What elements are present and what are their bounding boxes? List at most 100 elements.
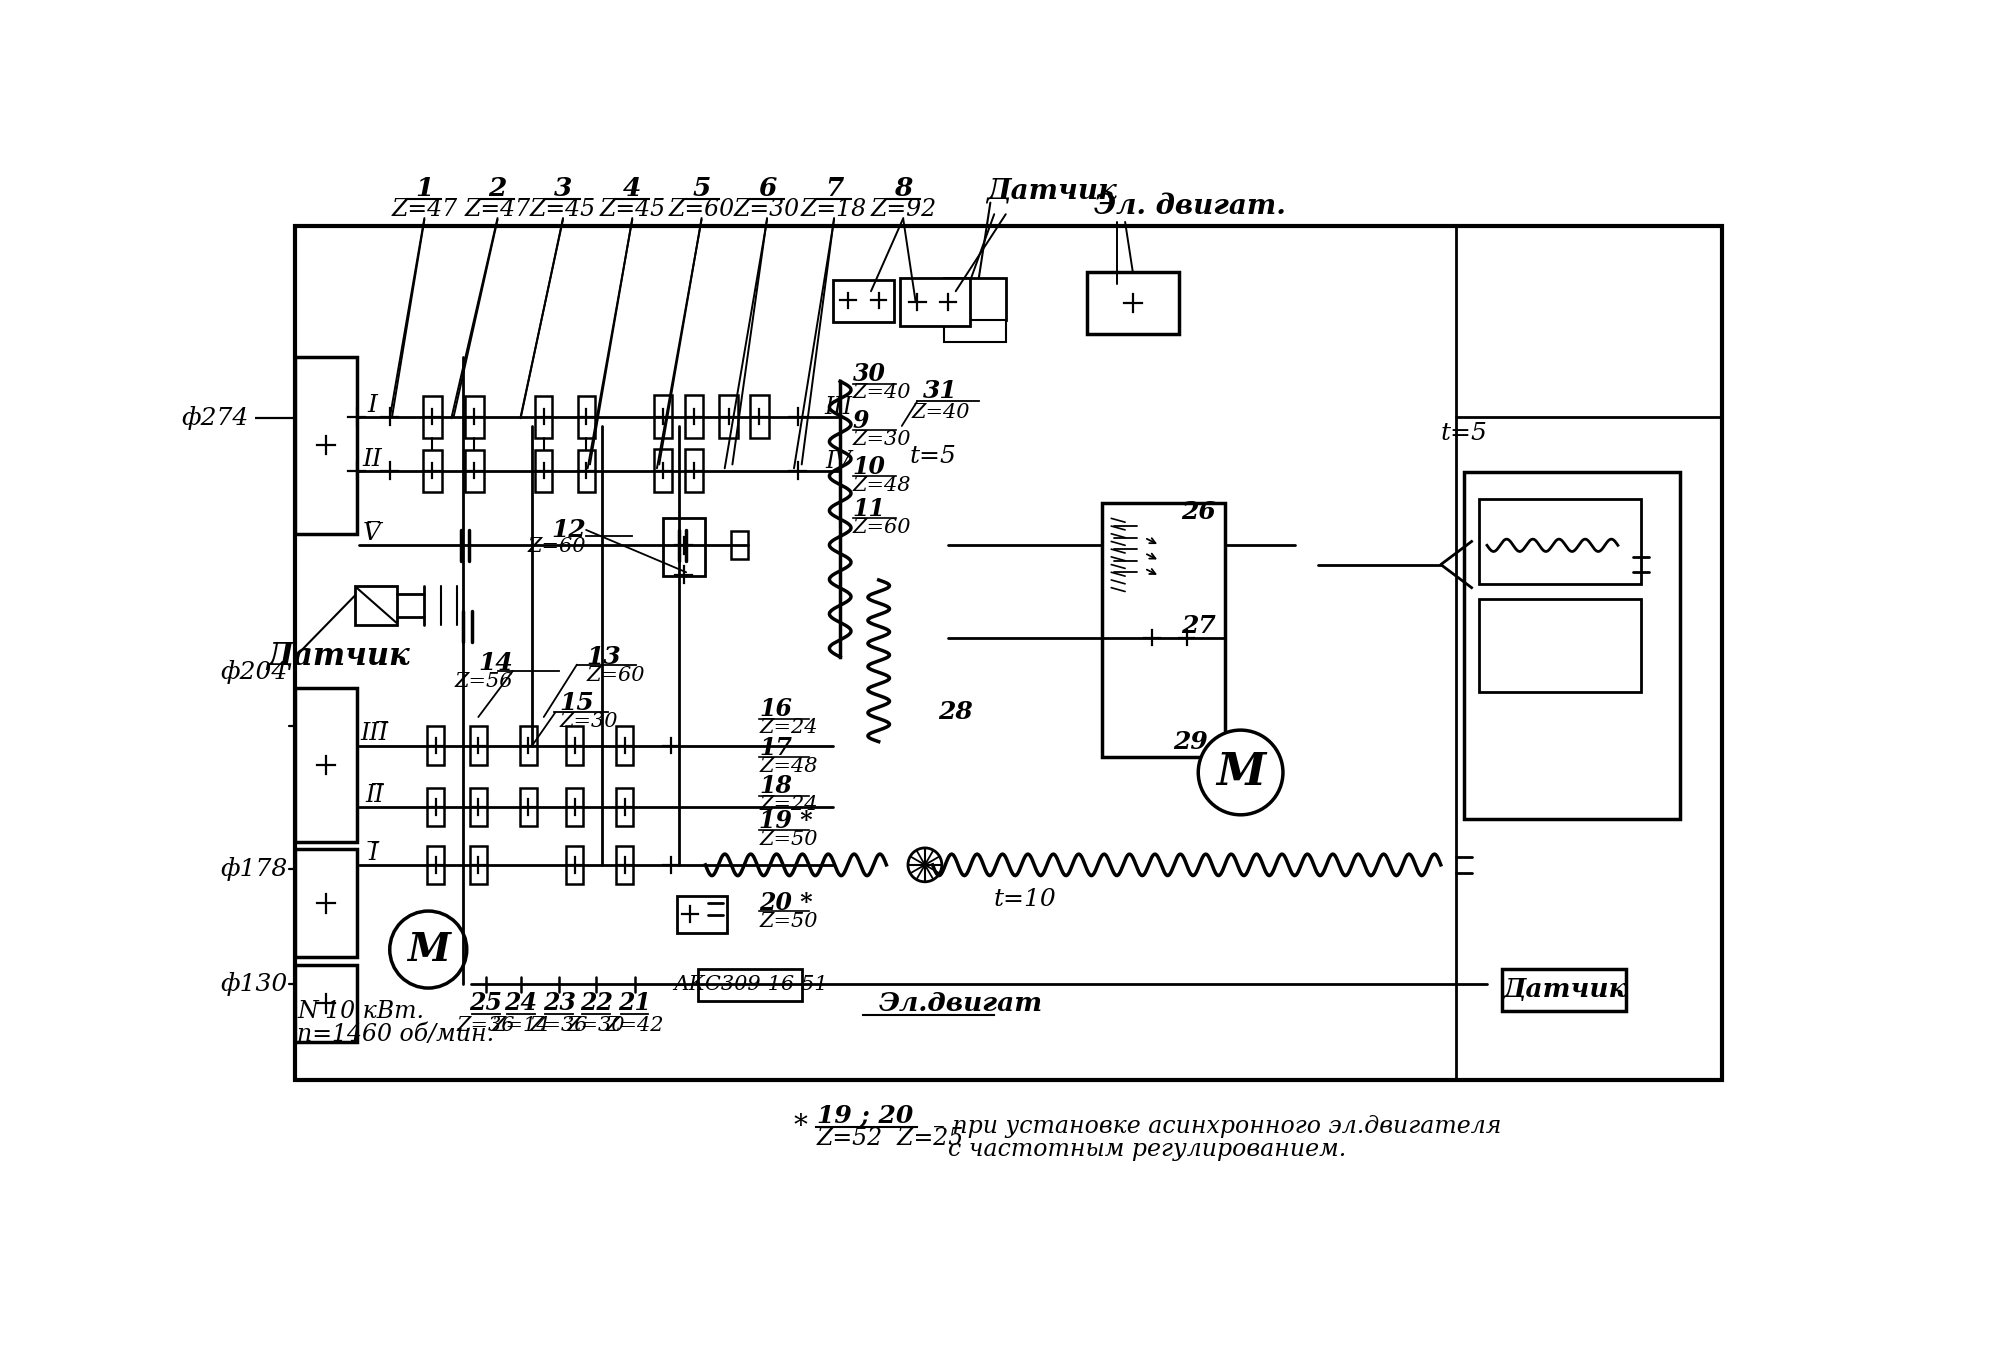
Text: Z=36: Z=36: [456, 1015, 516, 1034]
Bar: [664, 518, 706, 576]
Text: ф204: ф204: [220, 661, 288, 684]
Bar: [296, 688, 356, 841]
Text: 22: 22: [580, 992, 612, 1015]
Text: 30: 30: [852, 363, 886, 386]
Text: 25: 25: [470, 992, 502, 1015]
Text: Z=48: Z=48: [852, 476, 912, 495]
Text: Z=50: Z=50: [760, 912, 818, 932]
Bar: [1464, 472, 1680, 818]
Text: ф274: ф274: [182, 406, 248, 431]
Text: t=5: t=5: [1440, 423, 1488, 445]
Text: 19 *: 19 *: [760, 808, 812, 833]
Bar: [566, 788, 584, 826]
Bar: [616, 845, 634, 884]
Bar: [520, 788, 536, 826]
Text: 9: 9: [852, 409, 870, 432]
Text: 16: 16: [760, 698, 792, 721]
Bar: [720, 395, 738, 438]
Text: Z=30: Z=30: [734, 198, 800, 222]
Text: Z=60: Z=60: [528, 536, 586, 555]
Text: Z=47: Z=47: [464, 198, 530, 222]
Bar: [566, 845, 584, 884]
Text: Z=47: Z=47: [392, 198, 458, 222]
Text: Z=45: Z=45: [600, 198, 666, 222]
Text: Z=30: Z=30: [852, 430, 912, 449]
Bar: [470, 845, 486, 884]
Text: с частотным регулированием.: с частотным регулированием.: [932, 1138, 1346, 1161]
Text: Z=50: Z=50: [760, 830, 818, 850]
Text: Z=18: Z=18: [800, 198, 868, 222]
Bar: [616, 788, 634, 826]
Text: 28: 28: [938, 700, 974, 725]
Text: *: *: [794, 1114, 808, 1140]
Text: ф130: ф130: [220, 973, 288, 996]
Text: 5: 5: [692, 175, 710, 201]
Text: I: I: [368, 394, 376, 417]
Bar: [832, 279, 894, 321]
Bar: [944, 320, 1006, 342]
Text: Z=48: Z=48: [760, 757, 818, 776]
Bar: [676, 896, 728, 933]
Text: Z=56: Z=56: [454, 672, 512, 691]
Text: 6: 6: [758, 175, 776, 201]
Bar: [684, 395, 704, 438]
Text: Z=40: Z=40: [912, 402, 970, 421]
Text: Z=42: Z=42: [606, 1015, 664, 1034]
Bar: [536, 395, 552, 438]
Text: Датчик: Датчик: [266, 642, 410, 673]
Text: 29: 29: [1174, 729, 1208, 754]
Bar: [296, 964, 356, 1042]
Text: 27: 27: [1180, 614, 1216, 637]
Bar: [466, 395, 484, 438]
Bar: [684, 449, 704, 492]
Text: Z=52  Z=25: Z=52 Z=25: [818, 1127, 964, 1150]
Text: 17: 17: [760, 736, 792, 759]
Text: 31: 31: [922, 379, 958, 404]
Text: III̅: III̅: [360, 722, 388, 746]
Bar: [422, 395, 442, 438]
Text: 21: 21: [618, 992, 652, 1015]
Bar: [296, 226, 1722, 1081]
Text: Эл.двигат: Эл.двигат: [878, 990, 1042, 1016]
Text: 4: 4: [624, 175, 642, 201]
Text: Z=45: Z=45: [530, 198, 596, 222]
Text: V̅: V̅: [364, 523, 382, 546]
Text: II̅: II̅: [364, 784, 384, 807]
Text: 15: 15: [560, 691, 594, 715]
Circle shape: [908, 848, 942, 882]
Text: II: II: [362, 447, 382, 471]
Bar: [428, 845, 444, 884]
Text: 26: 26: [1180, 501, 1216, 524]
Text: M: M: [406, 930, 450, 969]
Text: Z=40: Z=40: [852, 383, 912, 402]
Bar: [654, 395, 672, 438]
Circle shape: [1198, 731, 1282, 815]
Bar: [578, 395, 594, 438]
Bar: [422, 450, 442, 492]
Text: Z=60: Z=60: [668, 198, 734, 222]
Text: Датчик: Датчик: [986, 178, 1118, 205]
Text: 2: 2: [488, 175, 506, 201]
Text: 1: 1: [416, 175, 434, 201]
Bar: [1502, 969, 1626, 1011]
Text: n=1460 об/мин.: n=1460 об/мин.: [298, 1023, 494, 1045]
Bar: [466, 450, 484, 492]
Bar: [654, 449, 672, 492]
Text: I̅: I̅: [370, 841, 380, 865]
Text: АКС309-16-51: АКС309-16-51: [672, 975, 828, 995]
Bar: [1086, 272, 1180, 334]
Bar: [730, 531, 748, 560]
Bar: [428, 726, 444, 765]
Text: – при установке асинхронного эл.двигателя: – при установке асинхронного эл.двигател…: [932, 1115, 1500, 1138]
Bar: [356, 586, 398, 625]
Text: Эл. двигат.: Эл. двигат.: [1094, 193, 1286, 220]
Text: Z=30: Z=30: [566, 1015, 626, 1034]
Bar: [578, 450, 594, 492]
Bar: [566, 726, 584, 765]
Text: 7: 7: [824, 175, 844, 201]
Text: Z=24: Z=24: [760, 795, 818, 814]
Bar: [944, 278, 1006, 320]
Text: III: III: [824, 395, 852, 419]
Text: 11: 11: [852, 497, 886, 521]
Text: ф178: ф178: [220, 856, 288, 881]
